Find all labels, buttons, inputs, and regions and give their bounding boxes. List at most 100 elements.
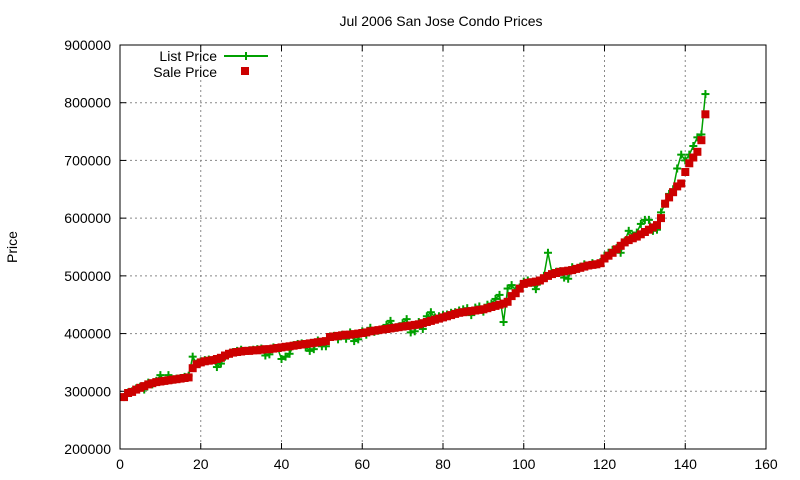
sale-price-point — [378, 325, 387, 334]
y-tick-label: 700000 — [64, 152, 111, 168]
sale-price-point — [225, 349, 233, 358]
sale-price-point — [128, 387, 137, 396]
list-price-point — [507, 281, 516, 290]
sale-price-point — [410, 320, 419, 329]
sale-price-point — [301, 340, 310, 348]
sale-price-point — [140, 382, 149, 391]
sale-price-point — [487, 303, 496, 311]
list-price-point — [644, 215, 653, 224]
sale-price-point — [422, 318, 431, 326]
sale-price-point — [689, 153, 698, 162]
list-price-point — [491, 294, 500, 303]
list-price-point — [402, 315, 411, 324]
sale-price-point — [592, 260, 601, 269]
list-price-point — [277, 354, 286, 363]
sale-price-point — [596, 259, 605, 268]
y-axis-label: Price — [4, 231, 20, 263]
legend-label-list-price: List Price — [159, 48, 217, 64]
sale-price-point — [539, 274, 548, 283]
list-price-point — [543, 248, 552, 257]
sale-price-point — [669, 188, 678, 197]
sale-price-point — [354, 329, 363, 338]
x-tick-label: 100 — [512, 456, 536, 472]
sale-price-point — [249, 346, 258, 355]
sale-price-point — [636, 230, 645, 239]
sale-price-point — [172, 375, 181, 384]
list-price-point — [305, 346, 314, 355]
list-price-point — [285, 349, 294, 358]
sale-price-series — [120, 110, 710, 402]
list-price-point — [636, 219, 645, 228]
sale-price-point — [152, 378, 161, 387]
list-price-point — [386, 316, 395, 325]
sale-price-point — [313, 338, 322, 347]
sale-price-point — [346, 330, 355, 339]
sale-price-point — [192, 360, 201, 369]
sale-price-point — [693, 147, 702, 156]
x-tick-label: 40 — [274, 456, 290, 472]
x-tick-labels: 0 20 40 60 80 100 120 140 160 — [116, 456, 778, 472]
list-price-point — [426, 308, 435, 317]
sale-price-point — [681, 168, 690, 176]
list-price-point — [677, 150, 686, 159]
y-tick-labels: 200000 300000 400000 500000 600000 700000 8000… — [64, 37, 111, 457]
plot-frame — [119, 44, 767, 450]
sale-price-point — [511, 289, 520, 298]
sale-price-point — [321, 337, 330, 346]
legend-label-sale-price: Sale Price — [153, 64, 217, 80]
sale-price-point — [648, 223, 657, 232]
list-price-point — [499, 318, 508, 327]
list-price-point — [188, 352, 197, 361]
sale-price-point — [334, 331, 342, 340]
x-tick-label: 20 — [193, 456, 209, 472]
sale-price-point — [443, 312, 451, 321]
sale-price-point — [677, 179, 686, 188]
sale-price-point — [475, 305, 484, 314]
sale-price-point — [237, 347, 246, 356]
x-tick-label: 80 — [435, 456, 451, 472]
x-tick-label: 160 — [754, 456, 778, 472]
sale-price-point — [463, 307, 472, 316]
sale-price-point — [398, 322, 407, 331]
y-tick-label: 500000 — [64, 268, 111, 284]
sale-price-point — [281, 342, 290, 351]
y-tick-label: 300000 — [64, 383, 111, 399]
list-price-point — [624, 226, 633, 235]
legend: List Price Sale Price — [153, 48, 268, 80]
sale-price-point — [366, 327, 375, 336]
x-tick-label: 120 — [593, 456, 617, 472]
sale-price-point — [685, 159, 694, 168]
sale-price-point — [624, 236, 633, 245]
x-tick-label: 0 — [116, 456, 124, 472]
list-price-point — [673, 164, 682, 173]
sale-price-point — [697, 136, 706, 145]
sale-price-point — [612, 245, 621, 254]
sale-price-point — [661, 199, 670, 208]
sale-price-point — [184, 373, 193, 382]
sale-price-point — [584, 261, 593, 270]
sale-price-point — [560, 267, 569, 276]
legend-marker-list-price — [242, 52, 250, 60]
sale-price-point — [527, 278, 536, 287]
list-price-point — [531, 285, 540, 294]
sale-price-point — [665, 193, 674, 202]
sale-price-point — [386, 324, 395, 333]
y-tick-label: 600000 — [64, 210, 111, 226]
sale-price-point — [507, 292, 516, 301]
sale-price-point — [120, 393, 128, 402]
list-price-point — [689, 142, 698, 150]
x-tick-label: 60 — [354, 456, 370, 472]
sale-price-point — [216, 353, 225, 362]
grid-lines — [120, 45, 766, 449]
sale-price-point — [495, 300, 504, 309]
y-tick-label: 800000 — [64, 95, 111, 111]
sale-price-point — [552, 269, 560, 277]
y-tick-label: 900000 — [64, 37, 111, 53]
sale-price-point — [604, 251, 613, 260]
sale-price-point — [269, 344, 278, 353]
legend-marker-sale-price — [241, 67, 249, 75]
sale-price-point — [503, 297, 512, 306]
sale-price-point — [430, 315, 439, 324]
